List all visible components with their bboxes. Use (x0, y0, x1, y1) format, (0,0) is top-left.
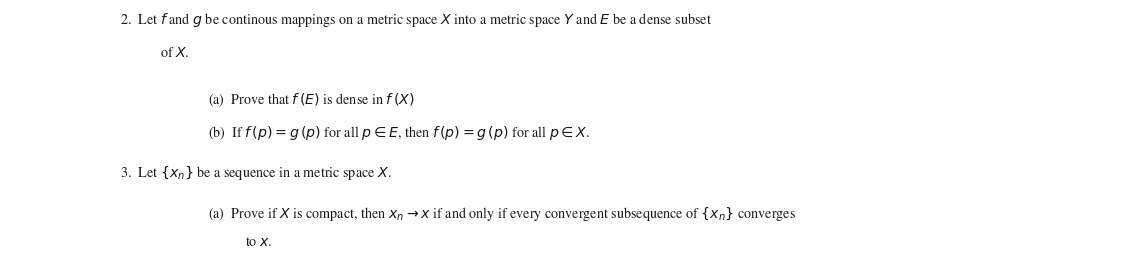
Text: (a)  Prove that $f\,(E)$ is dense in $f\,(X)$: (a) Prove that $f\,(E)$ is dense in $f\,… (208, 91, 415, 109)
Text: 2.  Let $f$ and $g$ be continous mappings on a metric space $X$ into a metric sp: 2. Let $f$ and $g$ be continous mappings… (120, 11, 712, 29)
Text: 3.  Let $\{x_n\}$ be a sequence in a metric space $X$.: 3. Let $\{x_n\}$ be a sequence in a metr… (120, 164, 392, 182)
Text: (b)  If $f\,(p) = g\,(p)$ for all $p \in E$, then $f\,(p) = g\,(p)$ for all $p \: (b) If $f\,(p) = g\,(p)$ for all $p \in … (208, 123, 591, 141)
Text: (a)  Prove if $X$ is compact, then $x_n \to x$ if and only if every convergent s: (a) Prove if $X$ is compact, then $x_n \… (208, 204, 796, 223)
Text: to $x$.: to $x$. (245, 235, 272, 248)
Text: of $X$.: of $X$. (160, 46, 189, 60)
